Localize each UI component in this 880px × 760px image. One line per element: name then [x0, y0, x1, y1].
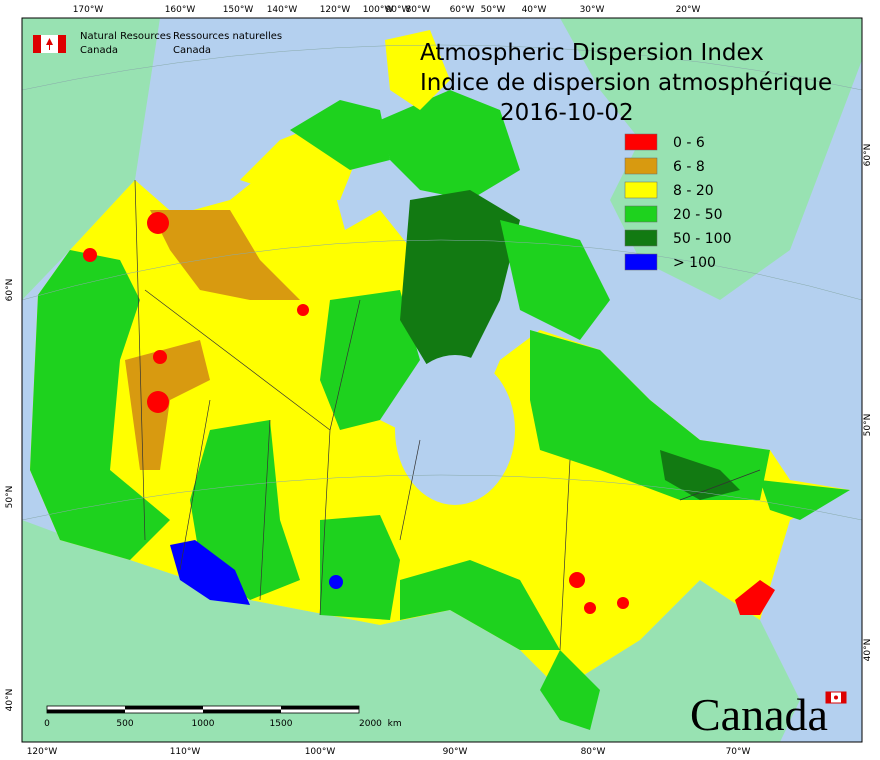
graticule-label: 80°W: [406, 5, 431, 15]
legend-swatch: [624, 205, 658, 223]
subtitle: Indice de dispersion atmosphérique: [420, 70, 832, 96]
graticule-label: 30°W: [580, 5, 605, 15]
scale-bar: [46, 705, 360, 714]
graticule-label: 50°N: [5, 486, 15, 509]
scale-label: 2000 km: [359, 719, 402, 729]
logo-text: Canada: [80, 45, 118, 56]
island-ellesmere: [380, 90, 520, 200]
legend-label: 50 - 100: [673, 231, 732, 247]
logo-text: Natural Resources: [80, 31, 171, 42]
scale-seg: [281, 706, 359, 710]
red-spot: [147, 212, 169, 234]
scale-label: 500: [116, 719, 133, 729]
greenland: [560, 18, 862, 300]
graticule-label: 20°W: [676, 5, 701, 15]
graticule-label: 160°W: [165, 5, 196, 15]
zone-nunavut: [320, 290, 420, 430]
zone-bc: [30, 250, 170, 560]
graticule-label: 140°W: [267, 5, 298, 15]
legend-swatch: [624, 133, 658, 151]
title: Atmospheric Dispersion Index: [420, 40, 764, 66]
wordmark-flag-bar: [826, 692, 831, 703]
wordmark-leaf: [834, 695, 838, 700]
red-spot: [584, 602, 596, 614]
legend-label: 8 - 20: [673, 183, 714, 199]
zone-peninsula: [540, 650, 600, 730]
legend-swatch: [624, 181, 658, 199]
map-frame: [21, 17, 863, 743]
zone-ontario-s: [400, 560, 560, 650]
scale-label: 0: [44, 719, 50, 729]
blue-spot: [329, 575, 343, 589]
zone-ontario-w: [320, 515, 400, 620]
graticule-label: 40°N: [5, 689, 15, 712]
logo-text: Canada: [173, 45, 211, 56]
map: [21, 17, 863, 743]
red-spot: [297, 304, 309, 316]
zone-baffin-dark: [400, 190, 520, 370]
graticule-label: 70°W: [726, 747, 751, 757]
flag-bar: [33, 35, 41, 53]
legend-swatch: [624, 229, 658, 247]
legend-label: 6 - 8: [673, 159, 705, 175]
red-spot: [147, 391, 169, 413]
graticule-label: 60°W: [450, 5, 475, 15]
graticule-label: 40°W: [522, 5, 547, 15]
blue-zone: [170, 540, 250, 605]
graticule-label: 110°W: [170, 747, 201, 757]
island-north: [385, 30, 450, 110]
logo-text: Ressources naturelles: [173, 31, 282, 42]
graticule-label: 60°N: [863, 144, 873, 167]
island-baffin: [500, 220, 610, 340]
graticule-label: 150°W: [223, 5, 254, 15]
borders: [134, 179, 761, 651]
logo: Natural Resources Canada Ressources natu…: [33, 31, 282, 56]
wordmark-flag-bar: [841, 692, 846, 703]
zone-orange-nw: [150, 210, 300, 300]
red-spot: [617, 597, 629, 609]
graticule-label: 100°W: [305, 747, 336, 757]
scale-label: 1000: [192, 719, 215, 729]
graticule-label: 120°W: [27, 747, 58, 757]
graticule-label: 50°W: [481, 5, 506, 15]
red-spot: [569, 572, 585, 588]
wordmark: Canada: [690, 689, 828, 740]
legend-swatch: [624, 253, 658, 271]
alaska: [22, 18, 160, 300]
flag-leaf: [46, 38, 53, 50]
graticule-label: 50°N: [863, 414, 873, 437]
red-spot: [83, 248, 97, 262]
red-spot: [153, 350, 167, 364]
graticule-label: 170°W: [73, 5, 104, 15]
red-zone-ns: [735, 580, 775, 615]
legend-label: > 100: [673, 255, 716, 271]
zone-dark-quebec: [660, 450, 740, 500]
zone-labrador-s: [760, 480, 850, 520]
graticule-label: 90°W: [443, 747, 468, 757]
scale-seg: [203, 709, 281, 713]
legend-swatch: [624, 157, 658, 175]
usa: [22, 520, 800, 742]
graticule-label: 80°W: [581, 747, 606, 757]
graticule-label: 100°W: [363, 5, 394, 15]
flag-bar: [58, 35, 66, 53]
graticule-label: 40°N: [863, 639, 873, 662]
graticule-label: 60°N: [5, 279, 15, 302]
zone-quebec: [530, 330, 770, 500]
graticule-label: 90°W: [386, 5, 411, 15]
scale-seg: [125, 706, 203, 710]
scale-label: 1500: [270, 719, 293, 729]
island-melville: [290, 100, 390, 170]
zone-manitoba: [190, 420, 300, 600]
hudson-bay: [395, 355, 515, 505]
legend-label: 20 - 50: [673, 207, 723, 223]
legend-label: 0 - 6: [673, 135, 705, 151]
graticule-label: 120°W: [320, 5, 351, 15]
scale-seg: [47, 709, 125, 713]
date: 2016-10-02: [500, 100, 634, 126]
graticule: [21, 44, 863, 521]
